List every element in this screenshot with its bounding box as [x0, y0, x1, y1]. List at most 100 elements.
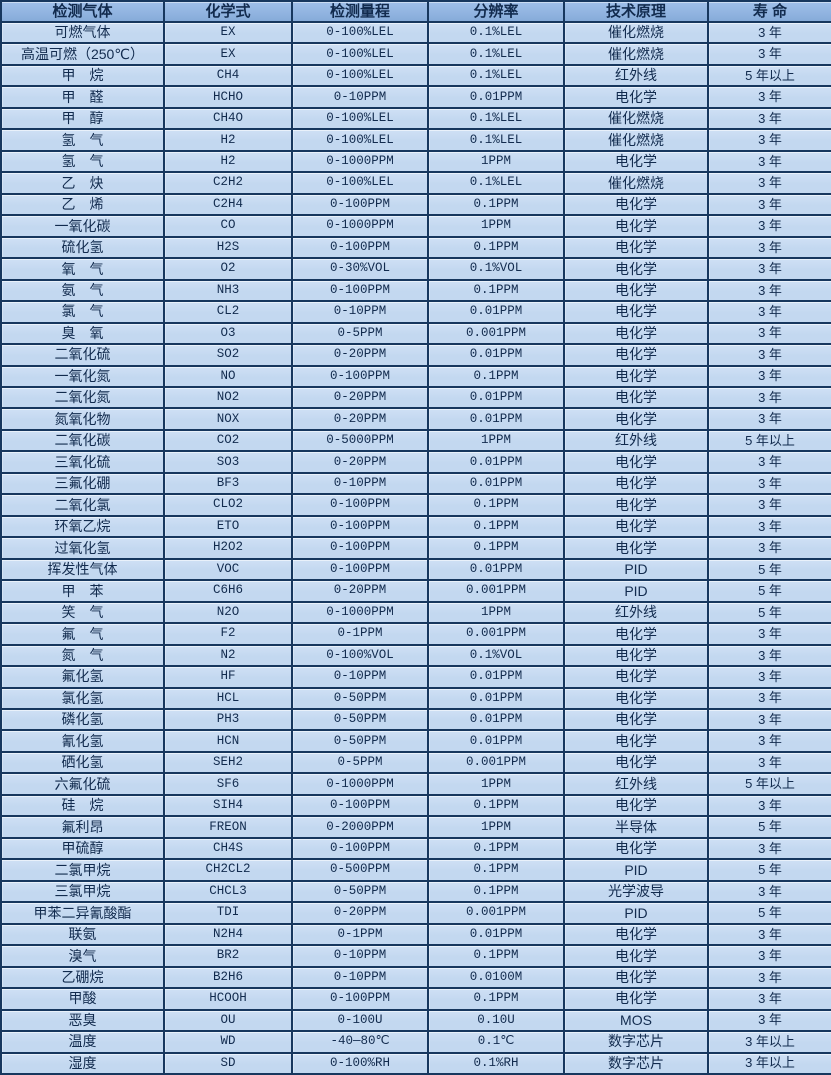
cell-range: 0-10PPM: [291, 85, 429, 109]
cell-resolution: 0.1%LEL: [427, 20, 565, 45]
cell-formula: CH4O: [163, 106, 293, 131]
table-row: 氟化氢 HF 0-10PPM 0.01PPM 电化学 3 年: [0, 665, 831, 689]
table-row: 氮 气 N2 0-100%VOL 0.1%VOL 电化学 3 年: [0, 643, 831, 668]
cell-principle: 电化学: [563, 707, 709, 732]
cell-principle: 电化学: [563, 214, 709, 238]
table-row: 二氧化氮 NO2 0-20PPM 0.01PPM 电化学 3 年: [0, 385, 831, 410]
cell-life: 3 年: [707, 300, 831, 324]
cell-gas-name: 硒化氢: [0, 750, 165, 775]
table-row: 氯 气 CL2 0-10PPM 0.01PPM 电化学 3 年: [0, 300, 831, 324]
cell-life: 3 年: [707, 257, 831, 281]
cell-formula: HCN: [163, 729, 293, 753]
cell-range: 0-100PPM: [291, 793, 429, 818]
cell-formula: N2O: [163, 600, 293, 625]
table-row: 甲硫醇 CH4S 0-100PPM 0.1PPM 电化学 3 年: [0, 836, 831, 861]
cell-principle: MOS: [563, 1008, 709, 1033]
cell-gas-name: 硫化氢: [0, 235, 165, 260]
cell-gas-name: 六氟化硫: [0, 772, 165, 796]
cell-formula: PH3: [163, 707, 293, 732]
cell-life: 3 年: [707, 944, 831, 968]
cell-principle: 催化燃烧: [563, 128, 709, 152]
column-header-gas: 检测气体: [0, 0, 165, 23]
cell-life: 3 年: [707, 192, 831, 217]
cell-range: 0-20PPM: [291, 407, 429, 431]
cell-resolution: 0.001PPM: [427, 622, 565, 646]
cell-resolution: 1PPM: [427, 772, 565, 796]
table-row: 氟利昂 FREON 0-2000PPM 1PPM 半导体 5 年: [0, 815, 831, 839]
cell-life: 3 年: [707, 879, 831, 904]
cell-gas-name: 甲苯二异氰酸酯: [0, 901, 165, 925]
cell-resolution: 1PPM: [427, 214, 565, 238]
cell-resolution: 0.0100M: [427, 965, 565, 990]
cell-formula: SIH4: [163, 793, 293, 818]
cell-life: 5 年: [707, 901, 831, 925]
cell-life: 5 年: [707, 600, 831, 625]
table-row: 温度 WD -40—80℃ 0.1℃ 数字芯片 3 年以上: [0, 1030, 831, 1054]
cell-life: 3 年: [707, 922, 831, 947]
cell-formula: F2: [163, 622, 293, 646]
cell-principle: 电化学: [563, 471, 709, 496]
cell-principle: 电化学: [563, 85, 709, 109]
cell-principle: 数字芯片: [563, 1051, 709, 1075]
table-row: 过氧化氢 H2O2 0-100PPM 0.1PPM 电化学 3 年: [0, 536, 831, 560]
cell-range: 0-100%LEL: [291, 20, 429, 45]
cell-principle: PID: [563, 557, 709, 582]
cell-resolution: 0.1PPM: [427, 493, 565, 517]
column-header-principle: 技术原理: [563, 0, 709, 23]
cell-range: 0-1PPM: [291, 622, 429, 646]
table-row: 氯化氢 HCL 0-50PPM 0.01PPM 电化学 3 年: [0, 686, 831, 711]
cell-principle: 电化学: [563, 278, 709, 303]
cell-formula: HCOOH: [163, 987, 293, 1011]
cell-resolution: 0.01PPM: [427, 729, 565, 753]
cell-resolution: 0.01PPM: [427, 707, 565, 732]
table-row: 氧 气 O2 0-30%VOL 0.1%VOL 电化学 3 年: [0, 257, 831, 281]
cell-range: -40—80℃: [291, 1030, 429, 1054]
cell-life: 3 年: [707, 278, 831, 303]
cell-gas-name: 氢 气: [0, 128, 165, 152]
cell-formula: HCHO: [163, 85, 293, 109]
cell-principle: 催化燃烧: [563, 171, 709, 195]
cell-formula: CH2CL2: [163, 858, 293, 882]
cell-gas-name: 联氨: [0, 922, 165, 947]
cell-principle: 电化学: [563, 793, 709, 818]
table-row: 二氯甲烷 CH2CL2 0-500PPM 0.1PPM PID 5 年: [0, 858, 831, 882]
cell-principle: 催化燃烧: [563, 42, 709, 66]
cell-life: 3 年: [707, 106, 831, 131]
cell-resolution: 0.01PPM: [427, 557, 565, 582]
cell-range: 0-100%LEL: [291, 42, 429, 66]
cell-range: 0-100%RH: [291, 1051, 429, 1075]
cell-formula: N2H4: [163, 922, 293, 947]
cell-life: 3 年: [707, 343, 831, 367]
header-row: 检测气体 化学式 检测量程 分辨率 技术原理 寿 命: [0, 0, 831, 23]
table-row: 甲酸 HCOOH 0-100PPM 0.1PPM 电化学 3 年: [0, 987, 831, 1011]
cell-formula: NO2: [163, 385, 293, 410]
table-row: 三氯甲烷 CHCL3 0-50PPM 0.1PPM 光学波导 3 年: [0, 879, 831, 904]
cell-gas-name: 氮氧化物: [0, 407, 165, 431]
cell-life: 3 年: [707, 149, 831, 174]
cell-gas-name: 一氧化氮: [0, 364, 165, 388]
cell-gas-name: 氰化氢: [0, 729, 165, 753]
cell-range: 0-100%VOL: [291, 643, 429, 668]
cell-resolution: 0.1PPM: [427, 879, 565, 904]
cell-resolution: 0.1PPM: [427, 536, 565, 560]
cell-gas-name: 甲 苯: [0, 579, 165, 603]
cell-range: 0-10PPM: [291, 471, 429, 496]
cell-range: 0-100PPM: [291, 364, 429, 388]
table-row: 三氧化硫 SO3 0-20PPM 0.01PPM 电化学 3 年: [0, 450, 831, 474]
cell-principle: 电化学: [563, 343, 709, 367]
cell-resolution: 1PPM: [427, 815, 565, 839]
cell-formula: OU: [163, 1008, 293, 1033]
cell-range: 0-100PPM: [291, 192, 429, 217]
cell-formula: BR2: [163, 944, 293, 968]
cell-gas-name: 甲 醇: [0, 106, 165, 131]
cell-principle: 电化学: [563, 514, 709, 539]
cell-gas-name: 二氧化硫: [0, 343, 165, 367]
cell-gas-name: 可燃气体: [0, 20, 165, 45]
cell-range: 0-100PPM: [291, 278, 429, 303]
cell-resolution: 0.01PPM: [427, 343, 565, 367]
table-row: 乙 炔 C2H2 0-100%LEL 0.1%LEL 催化燃烧 3 年: [0, 171, 831, 195]
cell-life: 3 年: [707, 85, 831, 109]
cell-gas-name: 乙 炔: [0, 171, 165, 195]
cell-life: 3 年: [707, 665, 831, 689]
